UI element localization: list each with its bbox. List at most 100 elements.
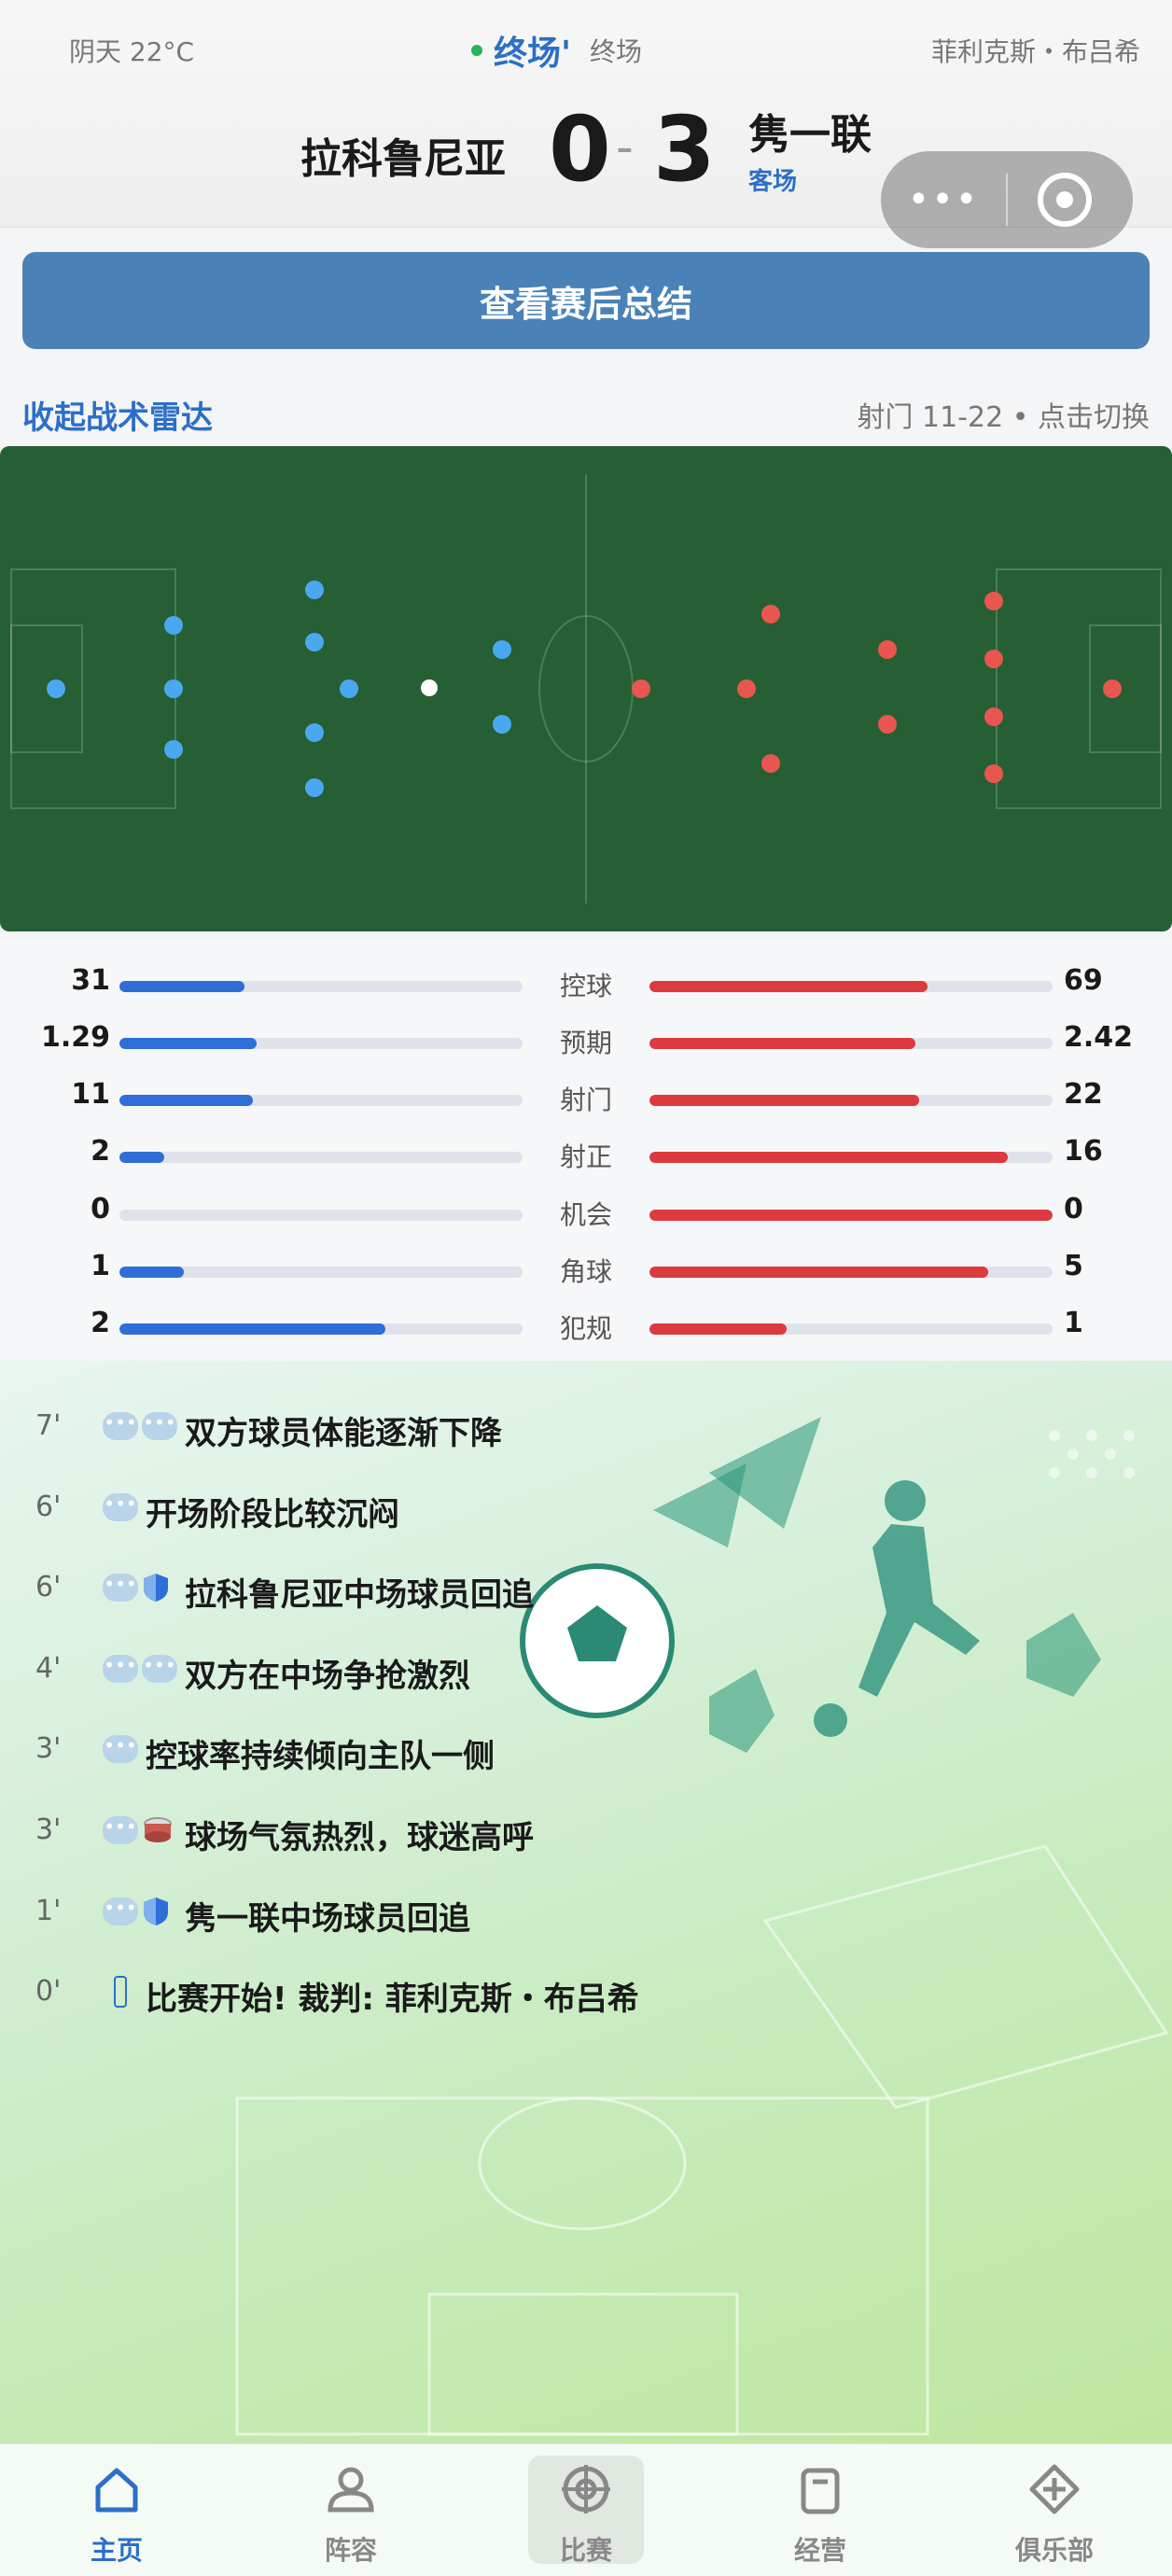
nav-lineup[interactable]: 阵容 bbox=[258, 2444, 444, 2576]
status-sub: 终场 bbox=[590, 36, 643, 67]
stat-row: 1 角球 5 bbox=[0, 1242, 1172, 1298]
collapse-radar-button[interactable]: 收起战术雷达 bbox=[22, 399, 213, 437]
event-icons: ••• bbox=[103, 1491, 142, 1521]
stat-away-track bbox=[649, 1038, 1053, 1049]
stat-home-value: 2 bbox=[91, 1307, 110, 1339]
stat-label: 控球 bbox=[560, 971, 613, 1001]
capsule-divider bbox=[1006, 174, 1008, 226]
view-summary-button[interactable]: 查看赛后总结 bbox=[22, 252, 1150, 349]
event-timeline: 7' ••• ••• 双方球员体能逐渐下降 6' ••• 开场阶段比较沉闷 6' ••• 拉科鲁尼… bbox=[0, 1361, 1172, 2443]
away-player-dot bbox=[984, 592, 1003, 610]
event-icons: ••• ••• bbox=[103, 1409, 181, 1440]
person-icon bbox=[328, 2467, 374, 2513]
stat-away-track bbox=[649, 1267, 1053, 1278]
stat-home-value: 1.29 bbox=[40, 1021, 110, 1054]
stat-home-track bbox=[119, 1038, 523, 1049]
timeline-event: 1' ••• 隽一联中场球员回追 bbox=[0, 1883, 1172, 1939]
stat-label: 射正 bbox=[560, 1141, 613, 1172]
away-team-name: 隽一联 bbox=[748, 111, 872, 159]
stat-home-bar bbox=[119, 1095, 253, 1106]
comment-bubble-icon: ••• bbox=[142, 1412, 177, 1440]
shield-icon bbox=[142, 1895, 170, 1925]
stat-home-track bbox=[119, 1267, 523, 1278]
stat-home-bar bbox=[119, 1323, 386, 1335]
home-player-dot bbox=[305, 778, 324, 797]
status-main: 终场' bbox=[494, 35, 572, 73]
whistle-icon bbox=[114, 1976, 127, 2008]
timeline-event: 0' 比赛开始! 裁判: 菲利克斯・布吕希 bbox=[0, 1964, 1172, 2020]
home-formation bbox=[47, 581, 511, 797]
tactical-pitch[interactable] bbox=[0, 446, 1172, 931]
miniapp-capsule: ••• bbox=[881, 151, 1133, 248]
home-player-dot bbox=[164, 679, 183, 698]
stat-home-track bbox=[119, 1152, 523, 1163]
nav-club-label: 俱乐部 bbox=[1014, 2535, 1094, 2566]
home-player-dot bbox=[305, 723, 324, 742]
home-team-name: 拉科鲁尼亚 bbox=[300, 135, 506, 183]
nav-home[interactable]: 主页 bbox=[23, 2444, 210, 2576]
close-target-icon[interactable] bbox=[1038, 173, 1092, 227]
stat-away-value: 2.42 bbox=[1064, 1021, 1134, 1054]
nav-manage[interactable]: 经营 bbox=[727, 2444, 914, 2576]
event-icons: ••• bbox=[103, 1895, 170, 1927]
event-icons: ••• bbox=[103, 1813, 174, 1845]
away-tag: 客场 bbox=[748, 168, 798, 196]
comment-bubble-icon: ••• bbox=[103, 1897, 138, 1925]
match-stats: 31 控球 69 1.29 预期 2.42 11 射门 22 2 射正 16 0 机会 0 1 角球 5 2 犯规 1 bbox=[0, 938, 1172, 1360]
stat-label: 犯规 bbox=[560, 1313, 613, 1344]
away-formation bbox=[632, 592, 1122, 783]
stat-away-value: 1 bbox=[1064, 1307, 1083, 1339]
stat-home-value: 1 bbox=[91, 1250, 110, 1282]
comment-bubble-icon: ••• bbox=[142, 1655, 177, 1683]
timeline-event: 6' ••• 拉科鲁尼亚中场球员回追 bbox=[0, 1560, 1172, 1616]
soccer-ball-illustration bbox=[520, 1563, 675, 1718]
home-score: 0 bbox=[549, 97, 611, 202]
shots-toggle[interactable]: 射门 11-22 • 点击切换 bbox=[857, 401, 1150, 434]
away-player-dot bbox=[632, 679, 650, 698]
stat-label: 预期 bbox=[560, 1028, 613, 1058]
away-player-dot bbox=[878, 640, 897, 659]
home-player-dot bbox=[305, 581, 324, 599]
event-text: 比赛开始! 裁判: 菲利克斯・布吕希 bbox=[146, 1981, 639, 2018]
event-text: 球场气氛热烈，球迷高呼 bbox=[185, 1819, 534, 1856]
stat-home-value: 0 bbox=[91, 1193, 110, 1225]
stat-home-value: 11 bbox=[71, 1078, 110, 1111]
stat-away-track bbox=[649, 1323, 1053, 1335]
comment-bubble-icon: ••• bbox=[103, 1493, 138, 1521]
more-options-button[interactable]: ••• bbox=[907, 178, 980, 221]
stat-label: 角球 bbox=[560, 1256, 613, 1287]
match-header: 阴天 22°C 终场' 终场 菲利克斯・布吕希 拉科鲁尼亚 0 - 3 隽一联 … bbox=[0, 0, 1172, 228]
player-silhouette bbox=[814, 1480, 980, 1737]
home-icon bbox=[95, 2468, 138, 2513]
event-minute: 7' bbox=[35, 1409, 62, 1442]
event-minute: 3' bbox=[35, 1732, 62, 1765]
stat-away-bar bbox=[649, 981, 928, 992]
home-player-dot bbox=[493, 640, 511, 659]
event-minute: 6' bbox=[35, 1571, 62, 1603]
event-minute: 3' bbox=[35, 1813, 62, 1846]
nav-club[interactable]: 俱乐部 bbox=[961, 2444, 1148, 2576]
stat-away-bar bbox=[649, 1210, 1053, 1221]
stat-away-value: 16 bbox=[1064, 1135, 1103, 1168]
stat-away-bar bbox=[649, 1038, 916, 1049]
nav-home-label: 主页 bbox=[90, 2535, 143, 2566]
away-player-dot bbox=[984, 707, 1003, 726]
nav-match[interactable]: 比赛 bbox=[493, 2444, 679, 2576]
stat-row: 2 射正 16 bbox=[0, 1127, 1172, 1183]
bottom-navigation: 主页 阵容 比赛 经营 俱乐部 bbox=[0, 2443, 1172, 2576]
stat-row: 2 犯规 1 bbox=[0, 1299, 1172, 1355]
stat-home-track bbox=[119, 981, 523, 992]
stat-home-track bbox=[119, 1095, 523, 1106]
match-status: 终场' 终场 bbox=[471, 26, 642, 75]
nav-lineup-label: 阵容 bbox=[324, 2535, 377, 2566]
stat-away-bar bbox=[649, 1095, 920, 1106]
timeline-background bbox=[235, 1417, 1169, 2436]
stat-away-bar bbox=[649, 1152, 1009, 1163]
stat-away-value: 69 bbox=[1064, 964, 1103, 997]
event-icons bbox=[103, 1975, 127, 2008]
ball-marker bbox=[421, 679, 438, 696]
event-text: 控球率持续倾向主队一侧 bbox=[146, 1738, 495, 1775]
event-text: 拉科鲁尼亚中场球员回追 bbox=[185, 1576, 534, 1614]
target-icon bbox=[562, 2465, 610, 2513]
home-player-dot bbox=[47, 679, 65, 698]
